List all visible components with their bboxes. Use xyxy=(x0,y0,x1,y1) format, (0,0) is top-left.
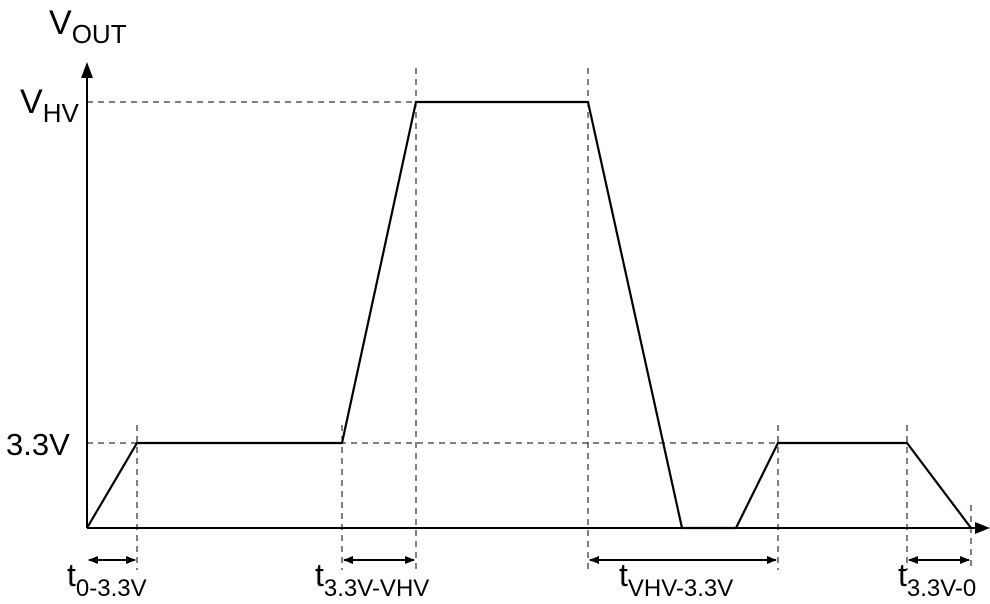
interval-label-3v3-0: t3.3V-0 xyxy=(898,557,976,602)
vhv-level-label-main: V xyxy=(20,83,43,121)
reference-lines xyxy=(87,68,972,570)
vhv-level-label: VHV xyxy=(20,83,79,128)
x-axis-arrowhead xyxy=(975,522,990,534)
interval-label-0-3v3: t0-3.3V xyxy=(67,557,147,602)
interval-label-0-3v3-sub: 0-3.3V xyxy=(76,575,147,602)
interval-label-vhv-3v3: tVHV-3.3V xyxy=(619,557,733,602)
interval-label-3v3-0-main: t xyxy=(898,557,907,593)
interval-label-vhv-3v3-sub: VHV-3.3V xyxy=(628,575,733,602)
y-axis-label-sub: OUT xyxy=(72,19,127,49)
interval-label-3v3-vhv-main: t xyxy=(315,557,324,593)
axes xyxy=(81,62,990,534)
vout-waveform xyxy=(86,100,972,530)
interval-label-0-3v3-main: t xyxy=(67,557,76,593)
vhv-level-label-sub: HV xyxy=(43,98,80,128)
low-level-label: 3.3V xyxy=(6,427,70,462)
y-axis-arrowhead xyxy=(81,62,93,78)
interval-label-vhv-3v3-main: t xyxy=(619,557,628,593)
y-axis-label-main: V xyxy=(49,4,72,42)
interval-label-3v3-vhv-sub: 3.3V-VHV xyxy=(324,575,429,602)
y-axis-label: VOUT xyxy=(49,4,127,49)
interval-label-3v3-0-sub: 3.3V-0 xyxy=(907,575,976,602)
interval-label-3v3-vhv: t3.3V-VHV xyxy=(315,557,429,602)
